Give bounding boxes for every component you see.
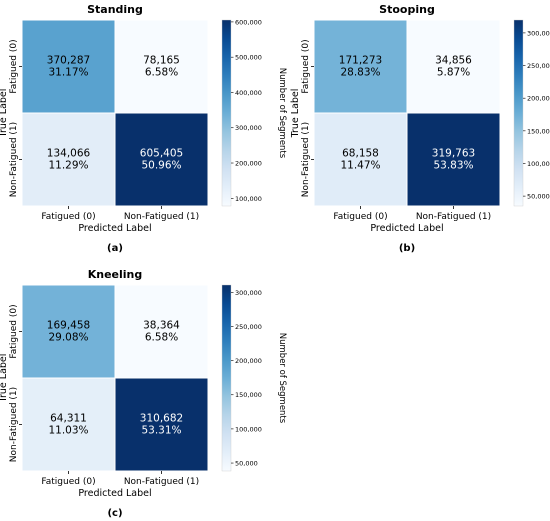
colorbar-tick-label: 150,000 bbox=[527, 127, 550, 135]
cell-count-label: 78,165 bbox=[143, 55, 180, 67]
heatmap-cell bbox=[114, 112, 209, 207]
colorbar-tick-label: 300,000 bbox=[527, 29, 550, 37]
colorbar-tick-label: 50,000 bbox=[527, 193, 550, 201]
x-tick-label: Non-Fatigued (1) bbox=[124, 212, 199, 222]
cell-count-label: 310,682 bbox=[140, 413, 183, 425]
cell-percent-label: 31.17% bbox=[48, 67, 88, 79]
y-axis-label: True Label bbox=[290, 89, 301, 139]
cell-percent-label: 6.58% bbox=[145, 332, 178, 344]
cell-count-label: 171,273 bbox=[339, 55, 382, 67]
heatmap-cell bbox=[406, 19, 501, 114]
colorbar bbox=[221, 284, 232, 472]
colorbar-tick-label: 600,000 bbox=[235, 18, 262, 26]
colorbar-tick-label: 50,000 bbox=[235, 460, 258, 468]
cell-percent-label: 11.47% bbox=[340, 160, 380, 172]
colorbar-label: Number of Segments bbox=[277, 68, 287, 159]
cell-count-label: 605,405 bbox=[140, 148, 183, 160]
cell-percent-label: 50.96% bbox=[141, 160, 181, 172]
heatmap-cell bbox=[114, 284, 209, 379]
cell-percent-label: 11.03% bbox=[48, 425, 88, 437]
heatmap-cell bbox=[406, 112, 501, 207]
colorbar-tick-label: 100,000 bbox=[235, 195, 262, 203]
colorbar-tick-label: 150,000 bbox=[235, 391, 262, 399]
colorbar-tick-label: 400,000 bbox=[235, 89, 262, 97]
panel-label: (b) bbox=[399, 243, 415, 254]
heatmap-cell bbox=[21, 284, 116, 379]
y-axis-label: True Label bbox=[0, 354, 9, 404]
cell-percent-label: 11.29% bbox=[48, 160, 88, 172]
y-axis-label: True Label bbox=[0, 89, 9, 139]
cell-count-label: 38,364 bbox=[143, 320, 180, 332]
cell-count-label: 370,287 bbox=[47, 55, 90, 67]
x-tick-label: Non-Fatigued (1) bbox=[124, 477, 199, 487]
heatmap-cell bbox=[114, 377, 209, 472]
cell-count-label: 319,763 bbox=[432, 148, 475, 160]
y-tick-label: Fatigued (0) bbox=[301, 39, 311, 93]
colorbar bbox=[513, 19, 524, 207]
x-axis-label: Predicted Label bbox=[78, 488, 151, 499]
y-tick-label: Non-Fatigued (1) bbox=[9, 122, 19, 197]
x-tick-label: Non-Fatigued (1) bbox=[416, 212, 491, 222]
x-tick-label: Fatigued (0) bbox=[333, 212, 387, 222]
heatmap-cell bbox=[21, 19, 116, 114]
heatmap-cell bbox=[21, 377, 116, 472]
colorbar-tick-label: 500,000 bbox=[235, 54, 262, 62]
colorbar-tick-label: 200,000 bbox=[235, 160, 262, 168]
heatmap-panel-a: Standing370,28731.17%78,1656.58%134,0661… bbox=[0, 3, 287, 254]
panel-title: Stooping bbox=[379, 3, 435, 16]
y-tick-label: Fatigued (0) bbox=[9, 39, 19, 93]
x-axis-label: Predicted Label bbox=[370, 223, 443, 234]
cell-count-label: 134,066 bbox=[47, 148, 91, 160]
colorbar-tick-label: 100,000 bbox=[235, 425, 262, 433]
colorbar-tick-label: 200,000 bbox=[235, 357, 262, 365]
colorbar-tick-label: 100,000 bbox=[527, 160, 550, 168]
cell-percent-label: 28.83% bbox=[340, 67, 380, 79]
colorbar-tick-label: 300,000 bbox=[235, 289, 262, 297]
cell-percent-label: 5.87% bbox=[437, 67, 470, 79]
y-tick-label: Non-Fatigued (1) bbox=[301, 122, 311, 197]
colorbar-tick-label: 250,000 bbox=[235, 323, 262, 331]
cell-count-label: 64,311 bbox=[50, 413, 87, 425]
colorbar bbox=[221, 19, 232, 207]
cell-percent-label: 29.08% bbox=[48, 332, 88, 344]
heatmap-cell bbox=[21, 112, 116, 207]
colorbar-tick-label: 200,000 bbox=[527, 95, 550, 103]
colorbar-label: Number of Segments bbox=[277, 333, 287, 424]
colorbar-tick-label: 300,000 bbox=[235, 124, 262, 132]
x-tick-label: Fatigued (0) bbox=[41, 212, 95, 222]
heatmap-cell bbox=[313, 112, 408, 207]
cell-count-label: 34,856 bbox=[435, 55, 472, 67]
colorbar-tick-label: 250,000 bbox=[527, 62, 550, 70]
panel-title: Standing bbox=[87, 3, 143, 16]
panel-label: (a) bbox=[107, 243, 123, 254]
heatmap-cell bbox=[114, 19, 209, 114]
cell-percent-label: 53.31% bbox=[141, 425, 181, 437]
x-tick-label: Fatigued (0) bbox=[41, 477, 95, 487]
cell-count-label: 68,158 bbox=[342, 148, 379, 160]
x-axis-label: Predicted Label bbox=[78, 223, 151, 234]
cell-percent-label: 6.58% bbox=[145, 67, 178, 79]
panel-title: Kneeling bbox=[88, 268, 143, 281]
y-tick-label: Non-Fatigued (1) bbox=[9, 387, 19, 462]
cell-count-label: 169,458 bbox=[47, 320, 90, 332]
cell-percent-label: 53.83% bbox=[433, 160, 473, 172]
panel-label: (c) bbox=[107, 508, 122, 519]
y-tick-label: Fatigued (0) bbox=[9, 304, 19, 358]
